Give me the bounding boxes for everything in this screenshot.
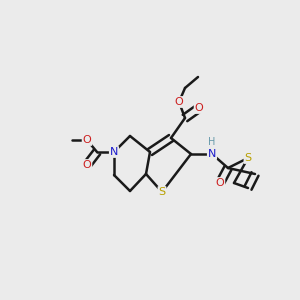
Text: O: O xyxy=(82,135,91,145)
Text: N: N xyxy=(110,147,118,157)
Text: O: O xyxy=(216,178,224,188)
Text: N: N xyxy=(208,149,216,159)
Text: S: S xyxy=(158,187,166,197)
Text: S: S xyxy=(244,153,252,163)
Text: O: O xyxy=(175,97,183,107)
Text: H: H xyxy=(208,137,216,147)
Text: O: O xyxy=(195,103,203,113)
Text: O: O xyxy=(82,160,91,170)
